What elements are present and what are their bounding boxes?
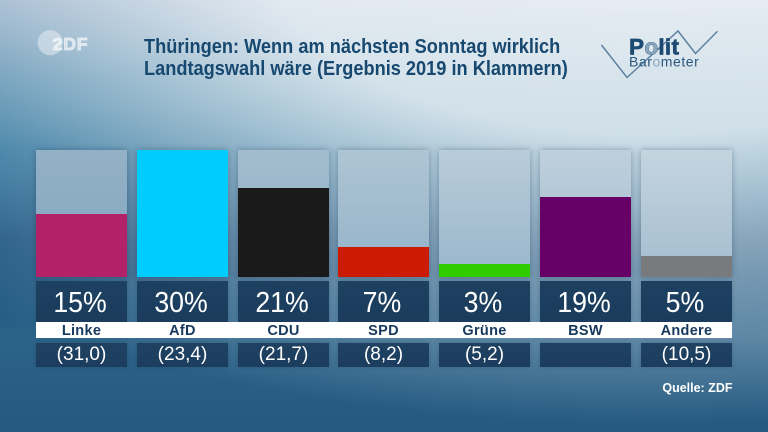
svg-text:2DF: 2DF <box>53 34 88 54</box>
svg-text:Barometer: Barometer <box>629 54 699 70</box>
svg-text:Polit: Polit <box>629 35 679 60</box>
